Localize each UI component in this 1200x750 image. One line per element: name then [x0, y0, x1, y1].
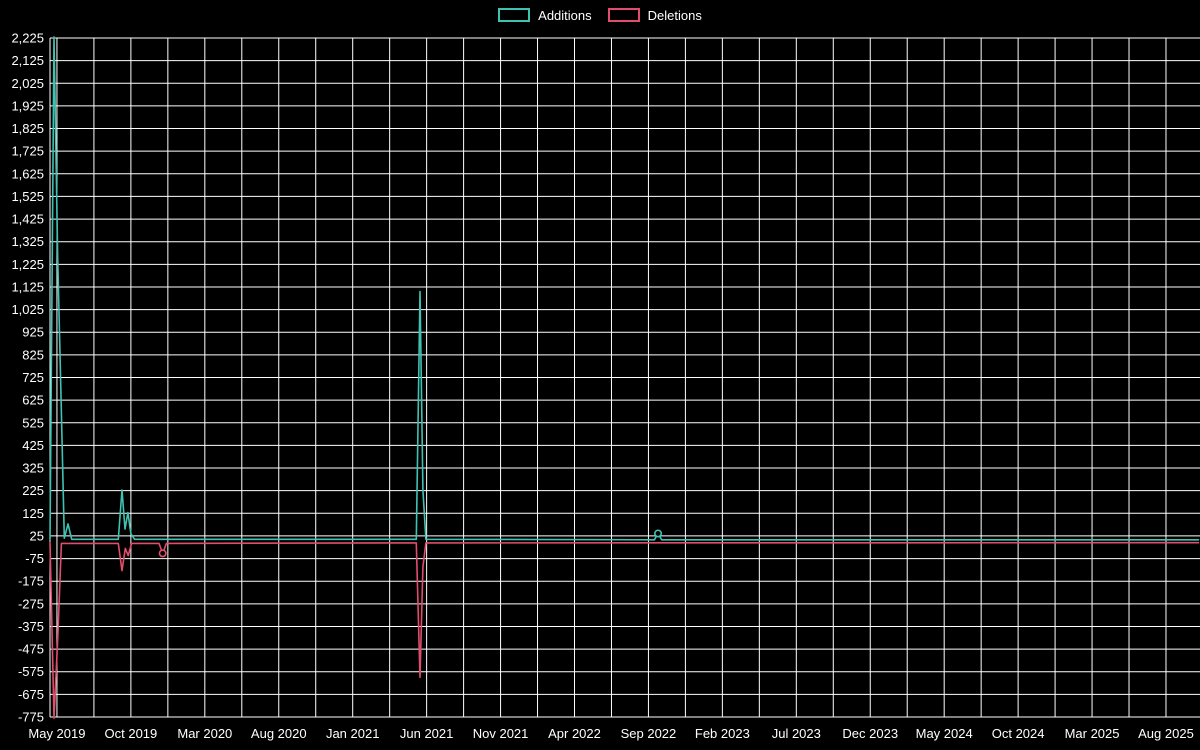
- y-tick-label: 225: [22, 483, 44, 498]
- x-tick-label: Jun 2021: [400, 726, 454, 741]
- y-tick-label: 425: [22, 438, 44, 453]
- y-tick-label: -575: [18, 664, 44, 679]
- y-tick-label: 925: [22, 325, 44, 340]
- x-tick-label: Aug 2020: [251, 726, 307, 741]
- x-tick-label: Aug 2025: [1138, 726, 1194, 741]
- y-tick-label: 1,425: [11, 212, 44, 227]
- x-tick-label: Jan 2021: [326, 726, 380, 741]
- y-tick-label: 1,625: [11, 166, 44, 181]
- legend-label: Deletions: [647, 7, 702, 23]
- y-tick-label: 1,025: [11, 302, 44, 317]
- y-tick-label: 2,225: [11, 31, 44, 46]
- x-tick-label: Dec 2023: [842, 726, 898, 741]
- data-point-marker-deletions: [158, 549, 167, 558]
- data-point-marker-additions: [654, 529, 663, 538]
- y-tick-label: 1,225: [11, 257, 44, 272]
- series-line-deletions: [49, 541, 1200, 719]
- x-tick-label: Oct 2019: [105, 726, 158, 741]
- x-tick-label: May 2024: [916, 726, 973, 741]
- y-tick-label: -275: [18, 596, 44, 611]
- y-tick-label: 325: [22, 461, 44, 476]
- x-tick-label: Mar 2025: [1065, 726, 1120, 741]
- y-tick-label: -775: [18, 710, 44, 725]
- y-tick-label: 1,525: [11, 189, 44, 204]
- y-tick-label: 725: [22, 370, 44, 385]
- y-tick-label: 1,325: [11, 234, 44, 249]
- y-tick-label: 1,825: [11, 121, 44, 136]
- x-tick-label: May 2019: [28, 726, 85, 741]
- y-tick-label: 825: [22, 347, 44, 362]
- legend-swatch-deletions: [607, 8, 640, 22]
- y-tick-label: 525: [22, 415, 44, 430]
- x-tick-label: Jul 2023: [772, 726, 821, 741]
- y-tick-label: 625: [22, 393, 44, 408]
- legend-item-additions[interactable]: Additions: [498, 7, 592, 23]
- y-tick-label: -475: [18, 642, 44, 657]
- y-tick-label: 2,125: [11, 53, 44, 68]
- x-tick-label: Oct 2024: [992, 726, 1045, 741]
- x-tick-label: Nov 2021: [473, 726, 529, 741]
- y-tick-label: 125: [22, 506, 44, 521]
- legend-item-deletions[interactable]: Deletions: [607, 7, 702, 23]
- legend-label: Additions: [538, 7, 592, 23]
- y-tick-label: 1,725: [11, 144, 44, 159]
- x-tick-label: Mar 2020: [177, 726, 232, 741]
- y-tick-label: 1,925: [11, 98, 44, 113]
- x-tick-label: Sep 2022: [621, 726, 677, 741]
- chart-legend: Additions Deletions: [0, 8, 1200, 22]
- y-tick-label: 2,025: [11, 76, 44, 91]
- legend-swatch-additions: [498, 8, 531, 22]
- y-tick-label: 1,125: [11, 279, 44, 294]
- y-tick-label: -175: [18, 574, 44, 589]
- x-tick-label: Apr 2022: [548, 726, 601, 741]
- y-tick-label: -675: [18, 687, 44, 702]
- x-tick-label: Feb 2023: [695, 726, 750, 741]
- series-line-additions: [49, 36, 1200, 541]
- y-tick-label: 25: [30, 528, 44, 543]
- y-tick-label: -375: [18, 619, 44, 634]
- y-tick-label: -75: [25, 551, 44, 566]
